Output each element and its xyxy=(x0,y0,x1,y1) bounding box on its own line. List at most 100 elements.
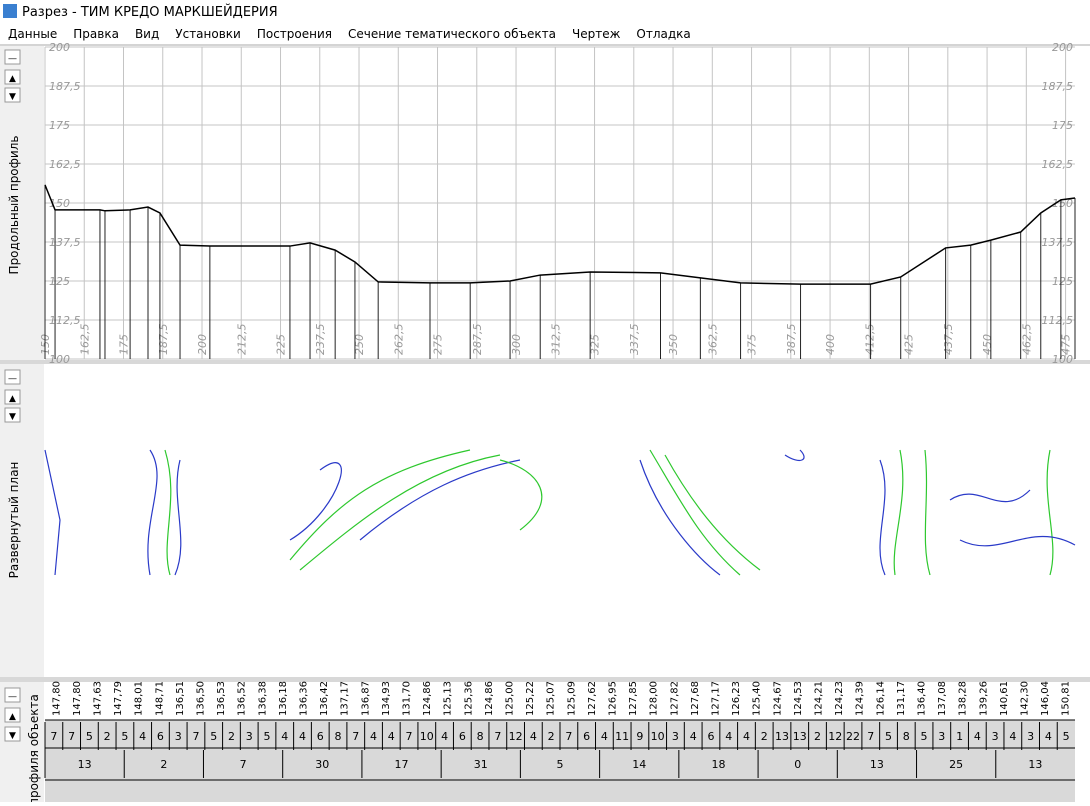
cell-value: 4 xyxy=(530,730,537,743)
x-tick-label: 225 xyxy=(275,334,288,355)
y-tick-label: 112,5 xyxy=(49,314,81,327)
panel-button[interactable]: — xyxy=(4,369,21,385)
panel-button[interactable]: ▲ xyxy=(4,389,21,405)
x-tick-label: 462,5 xyxy=(1020,324,1033,356)
panel-button[interactable]: ▲ xyxy=(4,707,21,723)
cell-value: 3 xyxy=(246,730,253,743)
menu-item[interactable]: Чертеж xyxy=(572,27,621,41)
elevation-label: 124,39 xyxy=(855,681,866,716)
elevation-label: 125,40 xyxy=(752,681,763,716)
cell-value: 13 xyxy=(775,730,789,743)
elevation-label: 131,17 xyxy=(896,681,907,716)
cell-value: 4 xyxy=(139,730,146,743)
elevation-label: 136,51 xyxy=(175,681,186,716)
menu-item[interactable]: Правка xyxy=(73,27,119,41)
cell-value: 22 xyxy=(846,730,860,743)
x-tick-label: 200 xyxy=(196,334,209,355)
menu-item[interactable]: Отладка xyxy=(636,27,690,41)
panel-button[interactable]: ▼ xyxy=(4,87,21,103)
y-tick-label: 137,5 xyxy=(49,236,81,249)
menu-item[interactable]: Данные xyxy=(8,27,57,41)
cell-value: 18 xyxy=(711,758,725,771)
x-tick-label: 287,5 xyxy=(471,324,484,356)
cell-value: 3 xyxy=(672,730,679,743)
cell-value: 4 xyxy=(974,730,981,743)
cell-value: 7 xyxy=(50,730,57,743)
y-tick-label: 162,5 xyxy=(1042,158,1074,171)
y-tick-label: 125 xyxy=(49,275,70,288)
elevation-label: 137,17 xyxy=(340,681,351,716)
cell-value: 7 xyxy=(494,730,501,743)
elevation-label: 136,36 xyxy=(299,681,310,716)
elevation-label: 124,86 xyxy=(422,681,433,716)
elevation-label: 125,13 xyxy=(443,681,454,716)
y-tick-label: 187,5 xyxy=(49,80,81,93)
menu-item[interactable]: Построения xyxy=(257,27,332,41)
cell-value: 4 xyxy=(1009,730,1016,743)
x-tick-label: 325 xyxy=(589,334,602,355)
elevation-label: 139,26 xyxy=(978,681,989,716)
menu-item[interactable]: Вид xyxy=(135,27,159,41)
cell-value: 5 xyxy=(263,730,270,743)
cell-value: 10 xyxy=(651,730,665,743)
cell-value: 3 xyxy=(992,730,999,743)
cell-value: 12 xyxy=(509,730,523,743)
elevation-label: 124,21 xyxy=(814,681,825,716)
panel-button[interactable]: ▼ xyxy=(4,726,21,742)
elevation-label: 124,67 xyxy=(772,681,783,716)
button-frame xyxy=(4,369,21,385)
cell-value: 6 xyxy=(707,730,714,743)
cell-value: 12 xyxy=(828,730,842,743)
panel-button[interactable]: — xyxy=(4,49,21,65)
menu-item[interactable]: Установки xyxy=(175,27,241,41)
elevation-label: 148,71 xyxy=(154,681,165,716)
cell-value: 7 xyxy=(68,730,75,743)
cell-value: 4 xyxy=(441,730,448,743)
elevation-label: 126,23 xyxy=(731,681,742,716)
cell-value: 5 xyxy=(121,730,128,743)
x-tick-label: 375 xyxy=(746,334,759,355)
panel-label: Продольный профиль xyxy=(7,136,21,275)
panel-button[interactable]: ▲ xyxy=(4,69,21,85)
cell-value: 30 xyxy=(315,758,329,771)
cell-value: 7 xyxy=(565,730,572,743)
x-tick-label: 400 xyxy=(824,334,837,355)
cell-value: 6 xyxy=(157,730,164,743)
title-bar xyxy=(0,0,1090,22)
x-tick-label: 262,5 xyxy=(392,324,405,356)
elevation-label: 146,04 xyxy=(1040,681,1051,716)
elevation-label: 127,82 xyxy=(669,681,680,716)
x-tick-label: 450 xyxy=(981,334,994,355)
x-tick-label: 250 xyxy=(353,334,366,355)
elevation-label: 147,79 xyxy=(113,681,124,716)
panel-button[interactable]: — xyxy=(4,687,21,703)
button-icon: ▼ xyxy=(9,731,16,741)
x-tick-label: 212,5 xyxy=(235,324,248,356)
panel-button[interactable]: ▼ xyxy=(4,407,21,423)
y-tick-label: 112,5 xyxy=(1042,314,1074,327)
cell-value: 25 xyxy=(949,758,963,771)
elevation-label: 125,00 xyxy=(505,681,516,716)
cell-value: 5 xyxy=(1063,730,1070,743)
x-tick-label: 175 xyxy=(118,334,131,355)
x-tick-label: 412,5 xyxy=(863,324,876,356)
cell-value: 11 xyxy=(615,730,629,743)
panel-label: профиля объекта xyxy=(27,694,41,802)
y-tick-label: 150 xyxy=(1052,197,1073,210)
menu-item[interactable]: Сечение тематического объекта xyxy=(348,27,556,41)
cell-value: 10 xyxy=(420,730,434,743)
cell-value: 2 xyxy=(228,730,235,743)
cell-value: 2 xyxy=(104,730,111,743)
button-icon: ▲ xyxy=(9,394,16,404)
cell-value: 4 xyxy=(1045,730,1052,743)
elevation-label: 136,18 xyxy=(278,681,289,716)
window-title: Разрез - ТИМ КРЕДО МАРКШЕЙДЕРИЯ xyxy=(22,4,278,20)
button-icon: — xyxy=(8,374,17,384)
cell-value: 14 xyxy=(632,758,646,771)
cell-value: 7 xyxy=(867,730,874,743)
cell-value: 1 xyxy=(956,730,963,743)
elevation-label: 124,53 xyxy=(793,681,804,716)
cell-value: 4 xyxy=(299,730,306,743)
cell-value: 3 xyxy=(938,730,945,743)
